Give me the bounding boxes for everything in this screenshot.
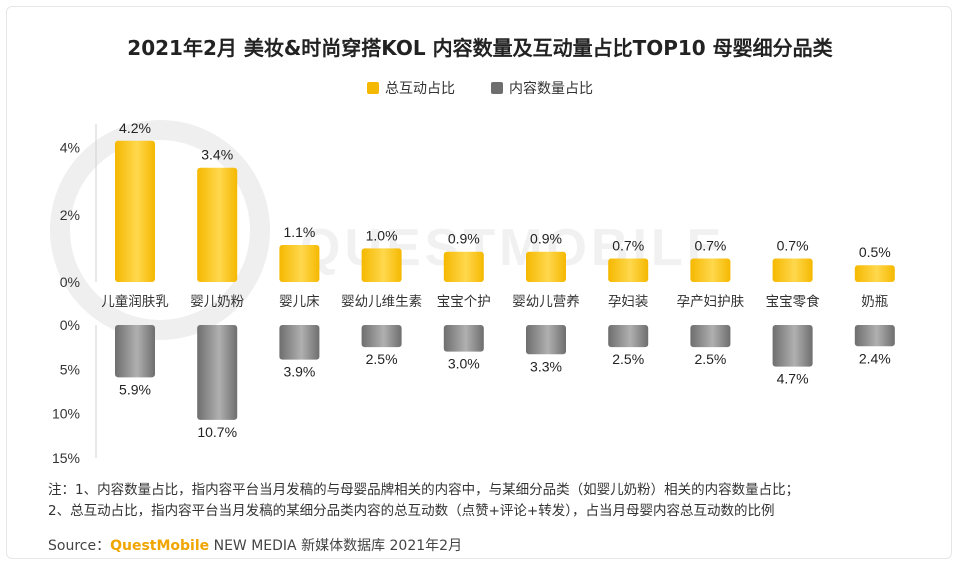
content-value-label: 3.3% [530,358,562,374]
interaction-value-label: 1.0% [366,227,398,243]
category-label: 儿童润肤乳 [101,293,169,310]
category-label: 宝宝零食 [766,293,820,310]
top-y-tick-label: 0% [60,274,80,290]
category-label: 婴儿奶粉 [190,294,244,310]
source-rest: NEW MEDIA 新媒体数据库 2021年2月 [209,538,463,554]
content-bar [197,325,238,420]
content-bar [443,325,484,352]
content-bar [361,325,402,348]
content-bar [526,325,566,355]
content-value-label: 3.0% [448,356,480,372]
interaction-bar [197,167,238,282]
legend: 总互动占比 内容数量占比 [0,78,960,98]
content-bar [279,325,320,360]
content-value-label: 2.5% [694,351,726,367]
bottom-y-tick-label: 10% [52,406,80,422]
legend-item-content: 内容数量占比 [491,78,593,98]
source-line: Source：QuestMobile NEW MEDIA 新媒体数据库 2021… [48,535,462,555]
bottom-y-tick-label: 0% [60,317,80,333]
content-value-label: 4.7% [777,371,809,387]
notes: 注：1、内容数量占比，指内容平台当月发稿的与母婴品牌相关的内容中，与某细分品类（… [48,480,799,522]
category-label: 婴幼儿营养 [512,294,580,310]
interaction-value-label: 0.9% [530,231,562,247]
source-brand: QuestMobile [110,538,210,554]
interaction-bar [772,258,813,282]
category-label: 孕产妇护肤 [677,293,745,310]
interaction-bars: 4.2% 3.4% 1.1% 1.0% 0.9% 0.9% 0.7% 0.7% 0.7% 0.5% [115,120,895,282]
top-y-tick-label: 2% [60,207,80,223]
legend-swatch-interaction [367,82,379,94]
interaction-value-label: 0.5% [859,244,891,260]
interaction-bar [361,248,402,282]
interaction-bar [115,140,155,282]
interaction-bar [690,258,731,282]
category-label: 孕妇装 [608,293,649,310]
interaction-bar [526,251,566,282]
category-labels: 儿童润肤乳 婴儿奶粉 婴儿床 婴幼儿维生素 宝宝个护 婴幼儿营养 孕妇装 孕产妇护肤 宝宝零食 奶… [101,293,888,310]
content-bar [608,325,649,348]
content-value-label: 2.5% [612,351,644,367]
note-line-2: 2、总互动占比，指内容平台当月发稿的某细分品类内容的总互动数（点赞+评论+转发）… [48,503,775,519]
legend-label-interaction: 总互动占比 [385,81,455,97]
category-label: 婴幼儿维生素 [341,294,422,310]
legend-swatch-content [491,82,503,94]
bottom-y-tick-label: 15% [52,450,80,466]
interaction-value-label: 0.9% [448,231,480,247]
content-bar [690,325,731,348]
content-value-label: 3.9% [283,364,315,380]
category-label: 奶瓶 [861,294,888,310]
interaction-value-label: 0.7% [777,237,809,253]
interaction-bar [608,258,649,282]
content-bars: 5.9% 10.7% 3.9% 2.5% 3.0% 3.3% 2.5% 2.5% 4.7% 2.4… [115,325,895,440]
category-label: 宝宝个护 [437,294,491,310]
content-value-label: 10.7% [197,424,237,440]
content-value-label: 2.5% [366,351,398,367]
bottom-y-tick-label: 5% [60,361,80,377]
axes: 0% 2% 4% 0% 5% 10% 15% [52,124,97,466]
legend-label-content: 内容数量占比 [509,81,593,97]
interaction-value-label: 0.7% [694,237,726,253]
content-value-label: 5.9% [119,381,151,397]
content-bar [772,325,813,367]
chart-title: 2021年2月 美妆&时尚穿搭KOL 内容数量及互动量占比TOP10 母婴细分品… [127,36,833,60]
interaction-value-label: 3.4% [201,147,233,163]
note-line-1: 注：1、内容数量占比，指内容平台当月发稿的与母婴品牌相关的内容中，与某细分品类（… [48,482,800,498]
interaction-bar [279,245,320,282]
source-label: Source： [48,538,111,554]
content-value-label: 2.4% [859,350,891,366]
top-y-tick-label: 4% [60,140,80,156]
content-bar [115,325,155,378]
interaction-bar [854,265,895,282]
legend-item-interaction: 总互动占比 [367,78,455,98]
interaction-value-label: 1.1% [283,224,315,240]
interaction-value-label: 4.2% [119,120,151,136]
interaction-bar [443,251,484,282]
category-label: 婴儿床 [279,294,320,310]
interaction-value-label: 0.7% [612,237,644,253]
chart-frame [6,6,952,559]
content-bar [854,325,895,347]
